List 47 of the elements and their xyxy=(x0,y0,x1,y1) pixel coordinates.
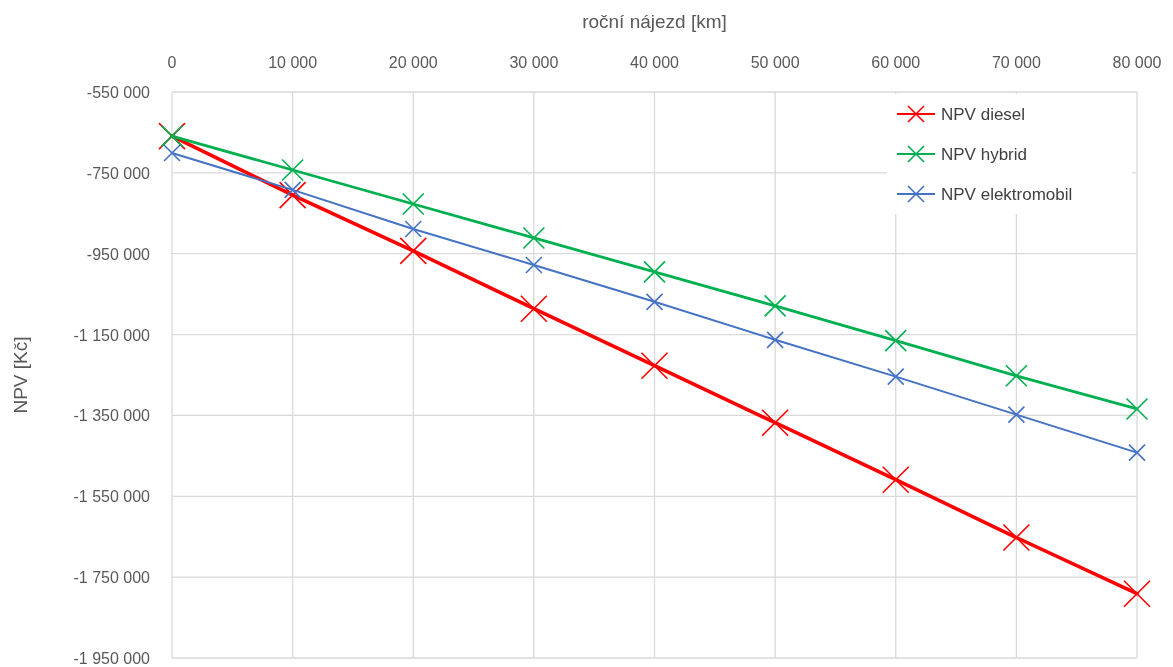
point xyxy=(763,294,787,318)
point xyxy=(281,158,304,182)
legend-label: NPV hybrid xyxy=(941,145,1027,164)
x-tick-label: 30 000 xyxy=(509,54,559,71)
point xyxy=(881,465,910,494)
point xyxy=(399,237,428,265)
point xyxy=(278,181,307,209)
y-axis-title: NPV [Kč] xyxy=(10,336,31,414)
point xyxy=(1128,443,1146,462)
x-tick-label: 20 000 xyxy=(388,54,438,71)
y-tick-label: -950 000 xyxy=(86,245,151,263)
point xyxy=(404,220,423,238)
point xyxy=(643,260,666,284)
y-tick-label: -1 350 000 xyxy=(73,407,151,425)
point xyxy=(645,293,664,311)
x-tick-label: 70 000 xyxy=(991,54,1041,71)
point xyxy=(766,331,784,349)
y-tick-label: -1 750 000 xyxy=(73,569,151,587)
y-tick-label: -750 000 xyxy=(86,164,151,182)
point xyxy=(761,408,789,437)
point xyxy=(1123,579,1151,608)
y-tick-label: -1 150 000 xyxy=(73,326,151,344)
x-tick-label: 60 000 xyxy=(871,54,921,71)
x-tick-label: 40 000 xyxy=(630,54,680,71)
legend-label: NPV elektromobil xyxy=(941,185,1073,204)
x-axis-title: roční nájezd [km] xyxy=(582,11,727,32)
point xyxy=(640,351,669,380)
point xyxy=(163,144,181,162)
point xyxy=(1125,397,1149,421)
x-tick-label: 0 xyxy=(167,54,177,71)
x-tick-label: 80 000 xyxy=(1112,54,1162,71)
x-tick-label: 10 000 xyxy=(268,54,318,71)
point xyxy=(884,329,908,352)
point xyxy=(522,226,546,250)
legend-label: NPV diesel xyxy=(941,105,1026,124)
x-tick-label: 50 000 xyxy=(750,54,800,71)
y-tick-label: -1 950 000 xyxy=(73,650,151,667)
point xyxy=(1007,405,1026,424)
point xyxy=(1002,523,1031,552)
point xyxy=(283,181,302,199)
y-tick-label: -550 000 xyxy=(86,84,151,101)
point xyxy=(401,192,425,216)
point xyxy=(1005,364,1028,388)
y-tick-label: -1 550 000 xyxy=(73,488,151,506)
point xyxy=(525,256,543,274)
point xyxy=(886,367,905,386)
point xyxy=(520,294,548,323)
